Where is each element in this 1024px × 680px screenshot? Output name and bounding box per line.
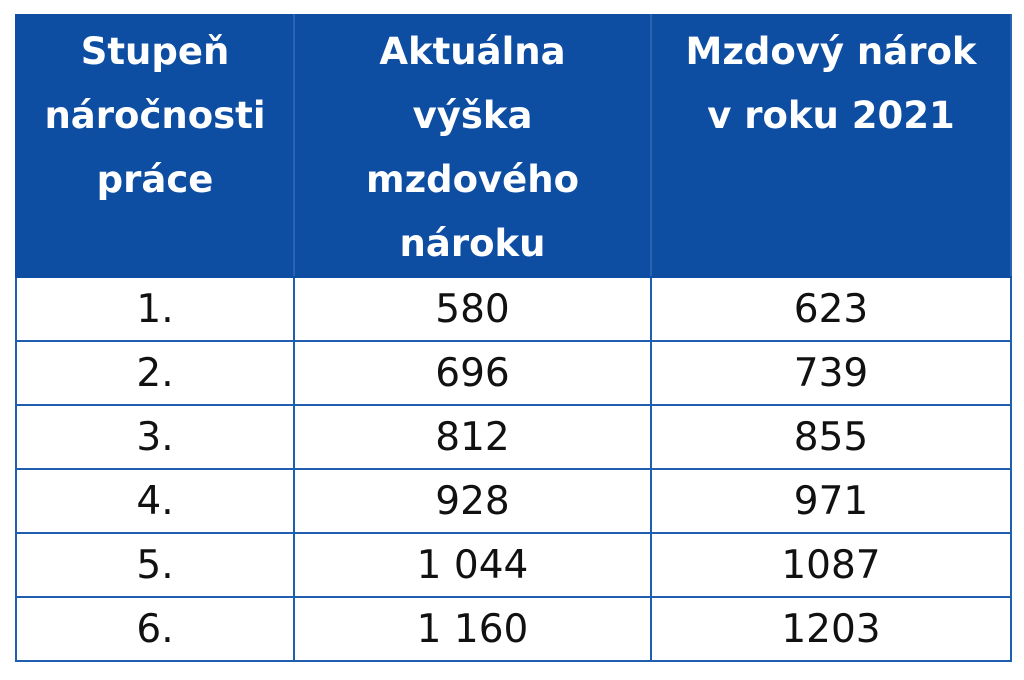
header-row: Stupeň náročnosti práce Aktuálna výška mzdové…	[15, 14, 1012, 278]
table-row: 4. 928 971	[15, 468, 1012, 534]
table-cell: 3.	[15, 404, 295, 470]
table-cell: 696	[293, 340, 652, 406]
table-row: 1. 580 623	[15, 276, 1012, 342]
header-cell: Stupeň náročnosti práce	[15, 14, 295, 278]
header-line: Aktuálna	[379, 30, 566, 73]
header-line: výška	[412, 94, 533, 137]
table-cell: 855	[650, 404, 1012, 470]
header-line: Mzdový nárok	[685, 30, 977, 73]
wage-table: Stupeň náročnosti práce Aktuálna výška mzdové…	[15, 14, 1012, 662]
header-line: náročnosti	[44, 94, 266, 137]
table-row: 2. 696 739	[15, 340, 1012, 406]
header-line: Stupeň	[80, 30, 230, 73]
table-cell: 739	[650, 340, 1012, 406]
table-cell: 812	[293, 404, 652, 470]
table-cell: 5.	[15, 532, 295, 598]
table-header: Stupeň náročnosti práce Aktuálna výška mzdové…	[15, 14, 1012, 278]
header-cell: Mzdový nárok v roku 2021	[650, 14, 1012, 278]
table-cell: 1 044	[293, 532, 652, 598]
table-cell: 1087	[650, 532, 1012, 598]
table-cell: 580	[293, 276, 652, 342]
table-cell: 2.	[15, 340, 295, 406]
table-cell: 1 160	[293, 596, 652, 662]
table-cell: 928	[293, 468, 652, 534]
table-cell: 623	[650, 276, 1012, 342]
table-cell: 4.	[15, 468, 295, 534]
table-body: 1. 580 623 2. 696 739 3. 812 855 4. 928 971 5. 1 044 1…	[15, 276, 1012, 662]
table-row: 6. 1 160 1203	[15, 596, 1012, 662]
table-cell: 971	[650, 468, 1012, 534]
table-cell: 1203	[650, 596, 1012, 662]
table-cell: 6.	[15, 596, 295, 662]
header-line: práce	[96, 158, 214, 201]
header-line: mzdového	[366, 158, 579, 201]
table-cell: 1.	[15, 276, 295, 342]
header-line: v roku 2021	[707, 94, 955, 137]
header-cell: Aktuálna výška mzdového nároku	[293, 14, 652, 278]
table-row: 3. 812 855	[15, 404, 1012, 470]
table-row: 5. 1 044 1087	[15, 532, 1012, 598]
header-line: nároku	[399, 222, 546, 265]
